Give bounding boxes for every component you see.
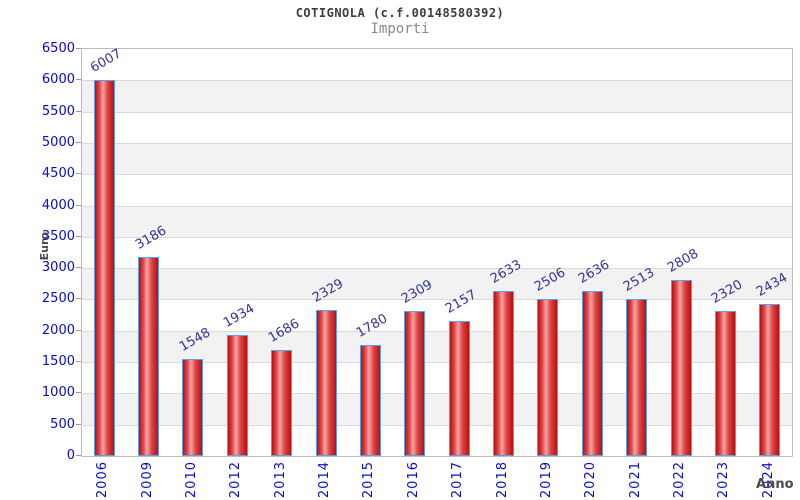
bar-value-label: 6007 [88,46,125,76]
y-tick-mark [76,455,81,456]
plot-area: 6007 3186 1548 1934 1686 2329 1780 2309 2157 2633… [81,46,793,457]
gridline [82,143,792,144]
bar [449,321,470,456]
y-tick-label: 3000 [41,260,75,276]
y-tick-mark [76,173,81,174]
gridline [82,268,792,269]
x-tick-label: 2010 [184,461,199,499]
y-tick-label: 0 [66,448,75,463]
bar [404,311,425,456]
y-tick-label: 5500 [41,103,75,119]
gridline [82,80,792,81]
plot-band [82,142,792,175]
bar [138,257,159,456]
x-tick-label: 2021 [628,461,643,499]
y-tick-label: 500 [50,416,75,432]
chart-subtitle: Importi [370,21,430,37]
y-tick-mark [76,48,81,49]
plot-band [82,205,792,237]
gridline [82,206,792,207]
gridline [82,299,792,300]
y-tick-label: 2500 [41,291,75,307]
x-tick-label: 2023 [716,461,731,499]
x-tick-label: 2019 [539,461,554,499]
bar [671,280,692,456]
x-tick-label: 2020 [583,461,598,499]
y-tick-mark [76,236,81,237]
y-tick-label: 5000 [41,134,75,150]
y-tick-label: 1500 [41,354,75,370]
chart-title: COTIGNOLA (c.f.00148580392) [295,6,505,20]
plot-band [82,80,792,112]
bar [493,291,514,456]
y-tick-label: 4000 [41,197,75,213]
bar [626,299,647,456]
bar [582,291,603,456]
y-tick-label: 1000 [41,385,75,401]
bar [360,345,381,456]
bar [227,335,248,456]
y-axis-title: Euro [38,232,51,261]
x-tick-label: 2014 [317,461,332,499]
y-tick-label: 2000 [41,322,75,338]
x-tick-label: 2016 [406,461,421,499]
y-tick-mark [76,267,81,268]
y-tick-mark [76,111,81,112]
y-tick-mark [76,79,81,80]
y-tick-label: 3500 [41,228,75,244]
y-tick-mark [76,298,81,299]
y-tick-mark [76,392,81,393]
x-tick-label: 2006 [95,461,110,499]
y-tick-mark [76,142,81,143]
x-tick-label: 2015 [361,461,376,499]
bar [537,299,558,456]
bar [715,311,736,456]
y-tick-mark [76,361,81,362]
bar [759,304,780,456]
y-tick-label: 6000 [41,72,75,88]
x-axis-title: Anno [756,477,794,492]
y-tick-label: 4500 [41,166,75,182]
x-tick-label: 2022 [672,461,687,499]
bar [94,80,115,456]
bar [316,310,337,456]
y-tick-mark [76,330,81,331]
gridline [82,237,792,238]
bar [271,350,292,456]
gridline [82,331,792,332]
x-tick-label: 2017 [450,461,465,499]
gridline [82,393,792,394]
gridline [82,112,792,113]
gridline [82,174,792,175]
bar-value-label: 1934 [221,301,258,331]
x-tick-label: 2012 [228,461,243,499]
x-tick-label: 2013 [273,461,288,499]
bar [182,359,203,456]
x-tick-label: 2009 [140,461,155,499]
x-tick-label: 2018 [495,461,510,499]
gridline [82,425,792,426]
y-tick-mark [76,205,81,206]
gridline [82,362,792,363]
y-tick-label: 6500 [41,41,75,56]
y-tick-mark [76,424,81,425]
